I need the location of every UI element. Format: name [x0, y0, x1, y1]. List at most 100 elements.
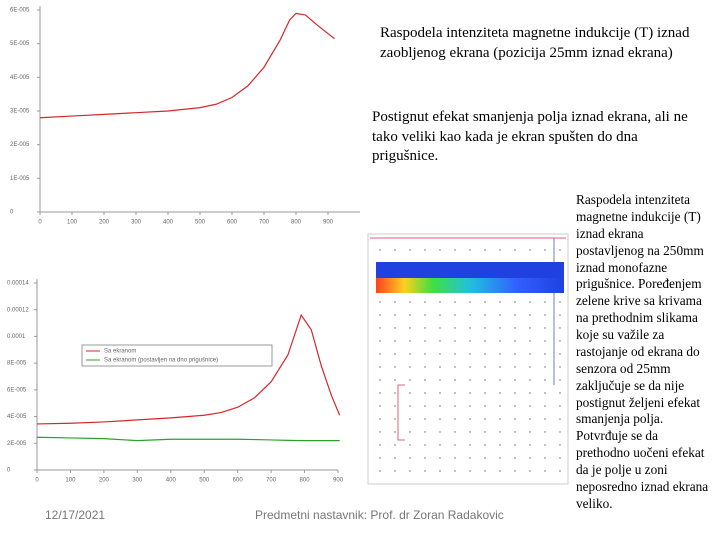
mesh-dot [439, 366, 441, 368]
footer-date: 12/17/2021 [45, 508, 106, 522]
mesh-dot [514, 353, 516, 355]
mesh-dot [499, 457, 501, 459]
x-tick-label: 300 [131, 220, 142, 226]
mesh-dot [454, 457, 456, 459]
x-tick-label: 600 [233, 478, 244, 484]
mesh-dot [469, 366, 471, 368]
mesh-dot [469, 249, 471, 251]
mesh-dot [454, 301, 456, 303]
mesh-dot [424, 457, 426, 459]
mesh-dot [544, 327, 546, 329]
y-tick-label: 2E-005 [10, 142, 30, 148]
mesh-dot [484, 457, 486, 459]
mesh-dot [454, 353, 456, 355]
mesh-dot [484, 431, 486, 433]
mesh-dot [514, 418, 516, 420]
mesh-dot [469, 444, 471, 446]
mesh-dot [499, 418, 501, 420]
mesh-dot [379, 353, 381, 355]
mesh-dot [529, 418, 531, 420]
mesh-dot [469, 418, 471, 420]
mesh-dot [424, 340, 426, 342]
mesh-dot [469, 379, 471, 381]
mesh-dot [409, 457, 411, 459]
mesh-dot [439, 353, 441, 355]
mesh-dot [379, 379, 381, 381]
mesh-dot [559, 470, 561, 472]
y-tick-label: 4E-005 [10, 75, 30, 81]
mesh-dot [469, 470, 471, 472]
mesh-dot [439, 392, 441, 394]
mesh-dot [514, 457, 516, 459]
mesh-dot [439, 314, 441, 316]
mesh-dot [379, 340, 381, 342]
mesh-dot [409, 405, 411, 407]
mesh-dot [394, 379, 396, 381]
mesh-dot [454, 379, 456, 381]
y-tick-label: 0.00012 [7, 307, 29, 313]
x-tick-label: 600 [227, 220, 238, 226]
x-tick-label: 800 [291, 220, 302, 226]
mesh-dot [439, 470, 441, 472]
mesh-dot [454, 340, 456, 342]
mesh-dot [394, 457, 396, 459]
mesh-dot [379, 301, 381, 303]
mesh-dot [469, 392, 471, 394]
x-tick-label: 500 [199, 478, 210, 484]
mesh-dot [529, 353, 531, 355]
mesh-dot [439, 431, 441, 433]
mesh-dot [514, 249, 516, 251]
footer-presenter: Predmetni nastavnik: Prof. dr Zoran Rada… [255, 508, 504, 522]
mesh-dot [499, 444, 501, 446]
mesh-dot [544, 457, 546, 459]
legend-label: Sa ekranom (postavljen na dno prigušnice… [104, 358, 218, 364]
mesh-dot [514, 379, 516, 381]
mesh-dot [439, 405, 441, 407]
mesh-dot [424, 405, 426, 407]
mesh-dot [529, 301, 531, 303]
mesh-dot [424, 379, 426, 381]
mesh-dot [379, 457, 381, 459]
mesh-dot [544, 366, 546, 368]
x-tick-label: 100 [65, 478, 76, 484]
mesh-dot [394, 353, 396, 355]
mesh-dot [469, 327, 471, 329]
mesh-dot [484, 314, 486, 316]
mesh-dot [499, 249, 501, 251]
mesh-dot [454, 249, 456, 251]
mesh-dot [379, 392, 381, 394]
mesh-dot [544, 418, 546, 420]
mesh-dot [559, 301, 561, 303]
y-tick-label: 6E-005 [10, 8, 30, 14]
mesh-dot [529, 340, 531, 342]
mesh-dot [394, 249, 396, 251]
mesh-dot [454, 405, 456, 407]
x-tick-label: 900 [323, 220, 334, 226]
mesh-dot [439, 444, 441, 446]
mesh-dot [394, 301, 396, 303]
x-tick-label: 700 [259, 220, 270, 226]
chart: 0 2E-005 4E-005 6E-005 8E-005 0.0001 0.00012 0.… [7, 279, 344, 484]
y-tick-label: 6E-005 [7, 387, 27, 393]
mesh-dot [559, 444, 561, 446]
mesh-dot [499, 392, 501, 394]
mesh-dot [499, 405, 501, 407]
y-tick-label: 0.00014 [7, 281, 29, 287]
caption-top: Raspodela intenziteta magnetne indukcije… [380, 25, 690, 61]
x-tick-label: 200 [99, 220, 110, 226]
mesh-dot [379, 249, 381, 251]
mesh-dot [514, 366, 516, 368]
mesh-dot [409, 327, 411, 329]
mesh-dot [409, 340, 411, 342]
mesh-dot [559, 249, 561, 251]
x-tick-label: 400 [166, 478, 177, 484]
y-tick-label: 8E-005 [7, 361, 27, 367]
mesh-dot [529, 314, 531, 316]
mesh-dot [409, 392, 411, 394]
mesh-dot [559, 457, 561, 459]
mesh-dot [469, 314, 471, 316]
mesh-dot [514, 327, 516, 329]
y-tick-label: 0 [7, 468, 11, 474]
mesh-dot [379, 314, 381, 316]
